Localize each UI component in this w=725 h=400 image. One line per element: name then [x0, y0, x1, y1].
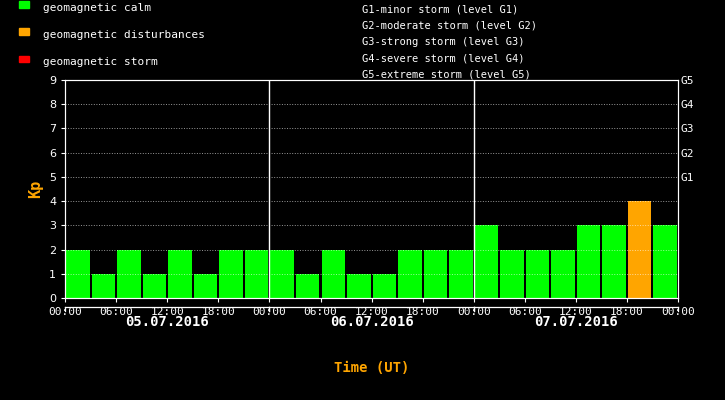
Bar [526, 250, 550, 298]
Text: 07.07.2016: 07.07.2016 [534, 315, 618, 329]
Bar [475, 225, 498, 298]
Bar [551, 250, 575, 298]
Bar [19, 56, 29, 62]
Bar [194, 274, 218, 298]
Bar [19, 28, 29, 35]
Bar [92, 274, 115, 298]
Text: G5-extreme storm (level G5): G5-extreme storm (level G5) [362, 69, 531, 79]
Text: Time (UT): Time (UT) [334, 361, 409, 375]
Bar [66, 250, 90, 298]
Bar [577, 225, 600, 298]
Bar [245, 250, 268, 298]
Bar [296, 274, 320, 298]
Text: G1-minor storm (level G1): G1-minor storm (level G1) [362, 4, 519, 14]
Text: G2-moderate storm (level G2): G2-moderate storm (level G2) [362, 20, 537, 30]
Bar [270, 250, 294, 298]
Bar [423, 250, 447, 298]
Y-axis label: Kp: Kp [28, 180, 44, 198]
Bar [628, 201, 651, 298]
Bar [321, 250, 345, 298]
Bar [373, 274, 396, 298]
Bar [347, 274, 370, 298]
Text: 05.07.2016: 05.07.2016 [125, 315, 210, 329]
Text: geomagnetic disturbances: geomagnetic disturbances [44, 30, 205, 40]
Bar [450, 250, 473, 298]
Text: geomagnetic calm: geomagnetic calm [44, 2, 152, 12]
Bar [602, 225, 626, 298]
Bar [500, 250, 523, 298]
Text: G3-strong storm (level G3): G3-strong storm (level G3) [362, 37, 525, 47]
Bar [220, 250, 243, 298]
Text: geomagnetic storm: geomagnetic storm [44, 57, 158, 67]
Text: G4-severe storm (level G4): G4-severe storm (level G4) [362, 53, 525, 63]
Bar [117, 250, 141, 298]
Bar [653, 225, 677, 298]
Bar [143, 274, 166, 298]
Bar [168, 250, 192, 298]
Bar [19, 1, 29, 8]
Bar [398, 250, 422, 298]
Text: 06.07.2016: 06.07.2016 [330, 315, 413, 329]
